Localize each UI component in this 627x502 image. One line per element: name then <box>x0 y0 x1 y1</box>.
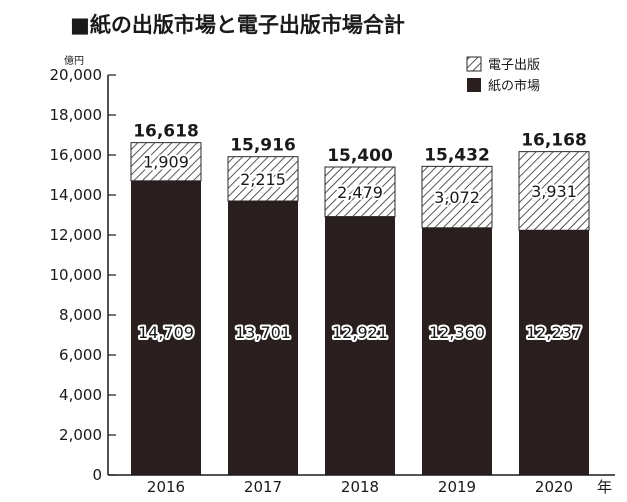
bar-digital <box>227 156 299 202</box>
data-label-paper: 13,701 <box>235 323 291 342</box>
data-label-total: 16,618 <box>133 122 199 142</box>
chart-title: ■紙の出版市場と電子出版市場合計 <box>70 13 405 37</box>
legend-label-paper: 紙の市場 <box>488 78 540 94</box>
legend-swatch-paper <box>467 78 481 92</box>
bar-paper <box>519 230 589 475</box>
data-label-total: 15,400 <box>327 146 393 166</box>
x-tick-label: 2016 <box>147 478 185 496</box>
bar-group-2017: 2,215 13,701 15,916 <box>227 136 299 476</box>
y-axis: 0 2,000 4,000 6,000 8,000 10,000 12,000 14,000 1… <box>50 66 116 484</box>
data-label-digital: 2,479 <box>337 183 383 202</box>
data-label-total: 16,168 <box>521 131 587 151</box>
data-label-paper: 12,237 <box>526 323 582 342</box>
data-label-digital: 1,909 <box>143 153 189 172</box>
bar-group-2019: 3,072 12,360 15,432 <box>421 145 493 475</box>
y-tick-label: 8,000 <box>59 306 102 324</box>
y-tick-label: 16,000 <box>50 146 103 164</box>
y-axis-unit: 億円 <box>64 54 84 67</box>
bar-digital <box>130 142 202 182</box>
bar-digital <box>324 166 396 218</box>
bar-digital <box>518 151 590 231</box>
bar-group-2018: 2,479 12,921 15,400 <box>324 146 396 475</box>
data-label-total: 15,916 <box>230 136 296 156</box>
data-label-paper: 12,921 <box>332 323 388 342</box>
bar-paper <box>422 227 492 475</box>
legend-swatch-digital <box>466 56 482 72</box>
y-tick-label: 14,000 <box>50 186 103 204</box>
data-label-digital: 2,215 <box>240 170 286 189</box>
bar-group-2020: 3,931 12,237 16,168 <box>518 131 590 475</box>
x-axis-unit: 年 <box>597 478 612 496</box>
y-tick-label: 18,000 <box>50 106 103 124</box>
data-label-digital: 3,072 <box>434 188 480 207</box>
legend-label-digital: 電子出版 <box>488 58 540 73</box>
bar-digital <box>421 165 493 229</box>
x-tick-label: 2019 <box>438 478 476 496</box>
y-tick-label: 20,000 <box>50 66 103 84</box>
data-label-total: 15,432 <box>424 145 490 165</box>
y-tick-label: 2,000 <box>59 426 102 444</box>
y-tick-label: 12,000 <box>50 226 103 244</box>
y-tick-label: 6,000 <box>59 346 102 364</box>
data-label-digital: 3,931 <box>531 182 577 201</box>
y-tick-label: 0 <box>92 466 102 484</box>
x-tick-label: 2020 <box>535 478 573 496</box>
bar-paper <box>131 180 201 475</box>
bar-paper <box>228 200 298 476</box>
data-label-paper: 14,709 <box>138 323 194 342</box>
bars: 1,909 14,709 16,618 2,215 13,701 15,916 2,479 1… <box>130 122 590 476</box>
x-axis: 2016 2017 2018 2019 2020 <box>108 474 615 496</box>
y-tick-label: 10,000 <box>50 266 103 284</box>
y-tick-label: 4,000 <box>59 386 102 404</box>
x-tick-label: 2018 <box>341 478 379 496</box>
data-label-paper: 12,360 <box>429 323 485 342</box>
x-tick-label: 2017 <box>244 478 282 496</box>
bar-paper <box>325 216 395 475</box>
legend: 電子出版 紙の市場 <box>466 56 540 94</box>
bar-group-2016: 1,909 14,709 16,618 <box>130 122 202 475</box>
